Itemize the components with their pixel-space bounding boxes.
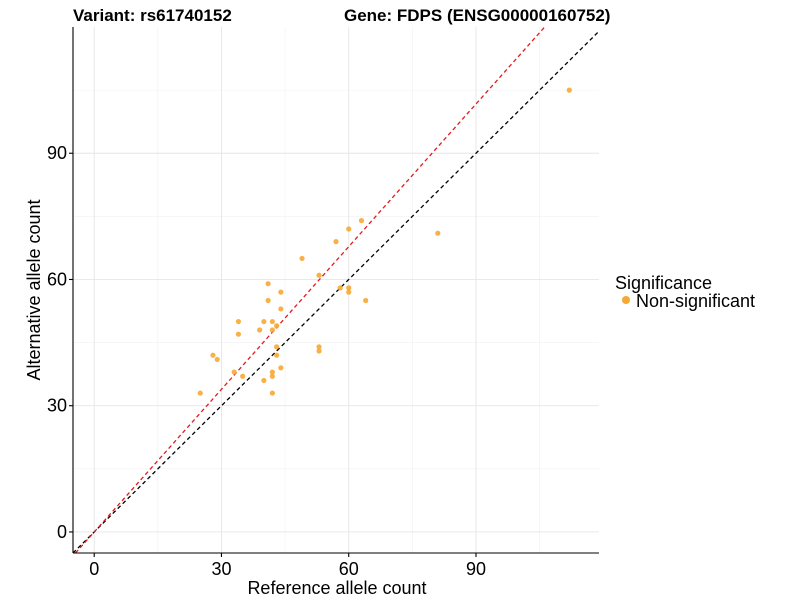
reference-line-2 bbox=[74, 26, 546, 554]
data-point bbox=[299, 255, 305, 262]
y-tick-label: 90 bbox=[47, 143, 67, 163]
data-point bbox=[278, 306, 284, 312]
data-point bbox=[333, 239, 339, 245]
legend: Significance Non-significant bbox=[615, 273, 755, 311]
data-point bbox=[269, 369, 275, 375]
y-tick-label: 0 bbox=[57, 522, 67, 542]
x-tick-label: 30 bbox=[211, 559, 231, 579]
y-axis-title: Alternative allele count bbox=[24, 199, 44, 380]
data-point bbox=[257, 327, 263, 333]
x-tick-label: 60 bbox=[339, 559, 359, 579]
data-point bbox=[346, 285, 352, 291]
legend-title: Significance bbox=[615, 273, 712, 293]
data-point bbox=[363, 297, 369, 304]
data-point bbox=[261, 318, 267, 325]
axes bbox=[69, 27, 599, 557]
x-tick-label: 0 bbox=[89, 559, 99, 579]
data-point bbox=[346, 226, 352, 232]
data-point bbox=[566, 87, 572, 93]
data-point bbox=[261, 377, 267, 384]
legend-key-non-significant bbox=[622, 296, 630, 304]
chart-title-gene: Gene: FDPS (ENSG00000160752) bbox=[344, 6, 610, 25]
reference-lines bbox=[72, 26, 600, 554]
y-tick-label: 60 bbox=[47, 269, 67, 289]
data-point bbox=[346, 289, 352, 295]
y-tick-label: 30 bbox=[47, 396, 67, 416]
data-point bbox=[269, 390, 275, 396]
data-point bbox=[210, 352, 216, 358]
data-point bbox=[278, 289, 284, 295]
data-point bbox=[316, 272, 322, 278]
data-point bbox=[337, 285, 343, 291]
data-point bbox=[231, 369, 237, 375]
data-points bbox=[197, 87, 572, 396]
x-tick-label: 90 bbox=[466, 559, 486, 579]
chart-title-variant: Variant: rs61740152 bbox=[73, 6, 232, 25]
data-point bbox=[316, 344, 322, 350]
data-point bbox=[235, 318, 242, 325]
data-point bbox=[240, 373, 246, 379]
data-point bbox=[358, 217, 365, 224]
data-point bbox=[214, 356, 220, 363]
reference-line-1 bbox=[72, 30, 600, 554]
x-axis-title: Reference allele count bbox=[247, 578, 426, 598]
data-point bbox=[316, 348, 322, 354]
data-point bbox=[274, 344, 280, 350]
data-point bbox=[274, 323, 280, 329]
data-point bbox=[235, 331, 242, 337]
data-point bbox=[265, 297, 271, 304]
data-point bbox=[435, 230, 441, 236]
data-point bbox=[269, 373, 275, 379]
legend-label-non-significant: Non-significant bbox=[636, 291, 755, 311]
data-point bbox=[278, 365, 284, 371]
data-point bbox=[269, 318, 275, 325]
data-point bbox=[265, 281, 271, 287]
tick-labels: 0 30 60 90 0 30 60 90 bbox=[47, 143, 486, 579]
data-point bbox=[274, 352, 280, 358]
grid bbox=[73, 27, 599, 553]
data-point bbox=[269, 327, 275, 333]
data-point bbox=[197, 390, 203, 396]
